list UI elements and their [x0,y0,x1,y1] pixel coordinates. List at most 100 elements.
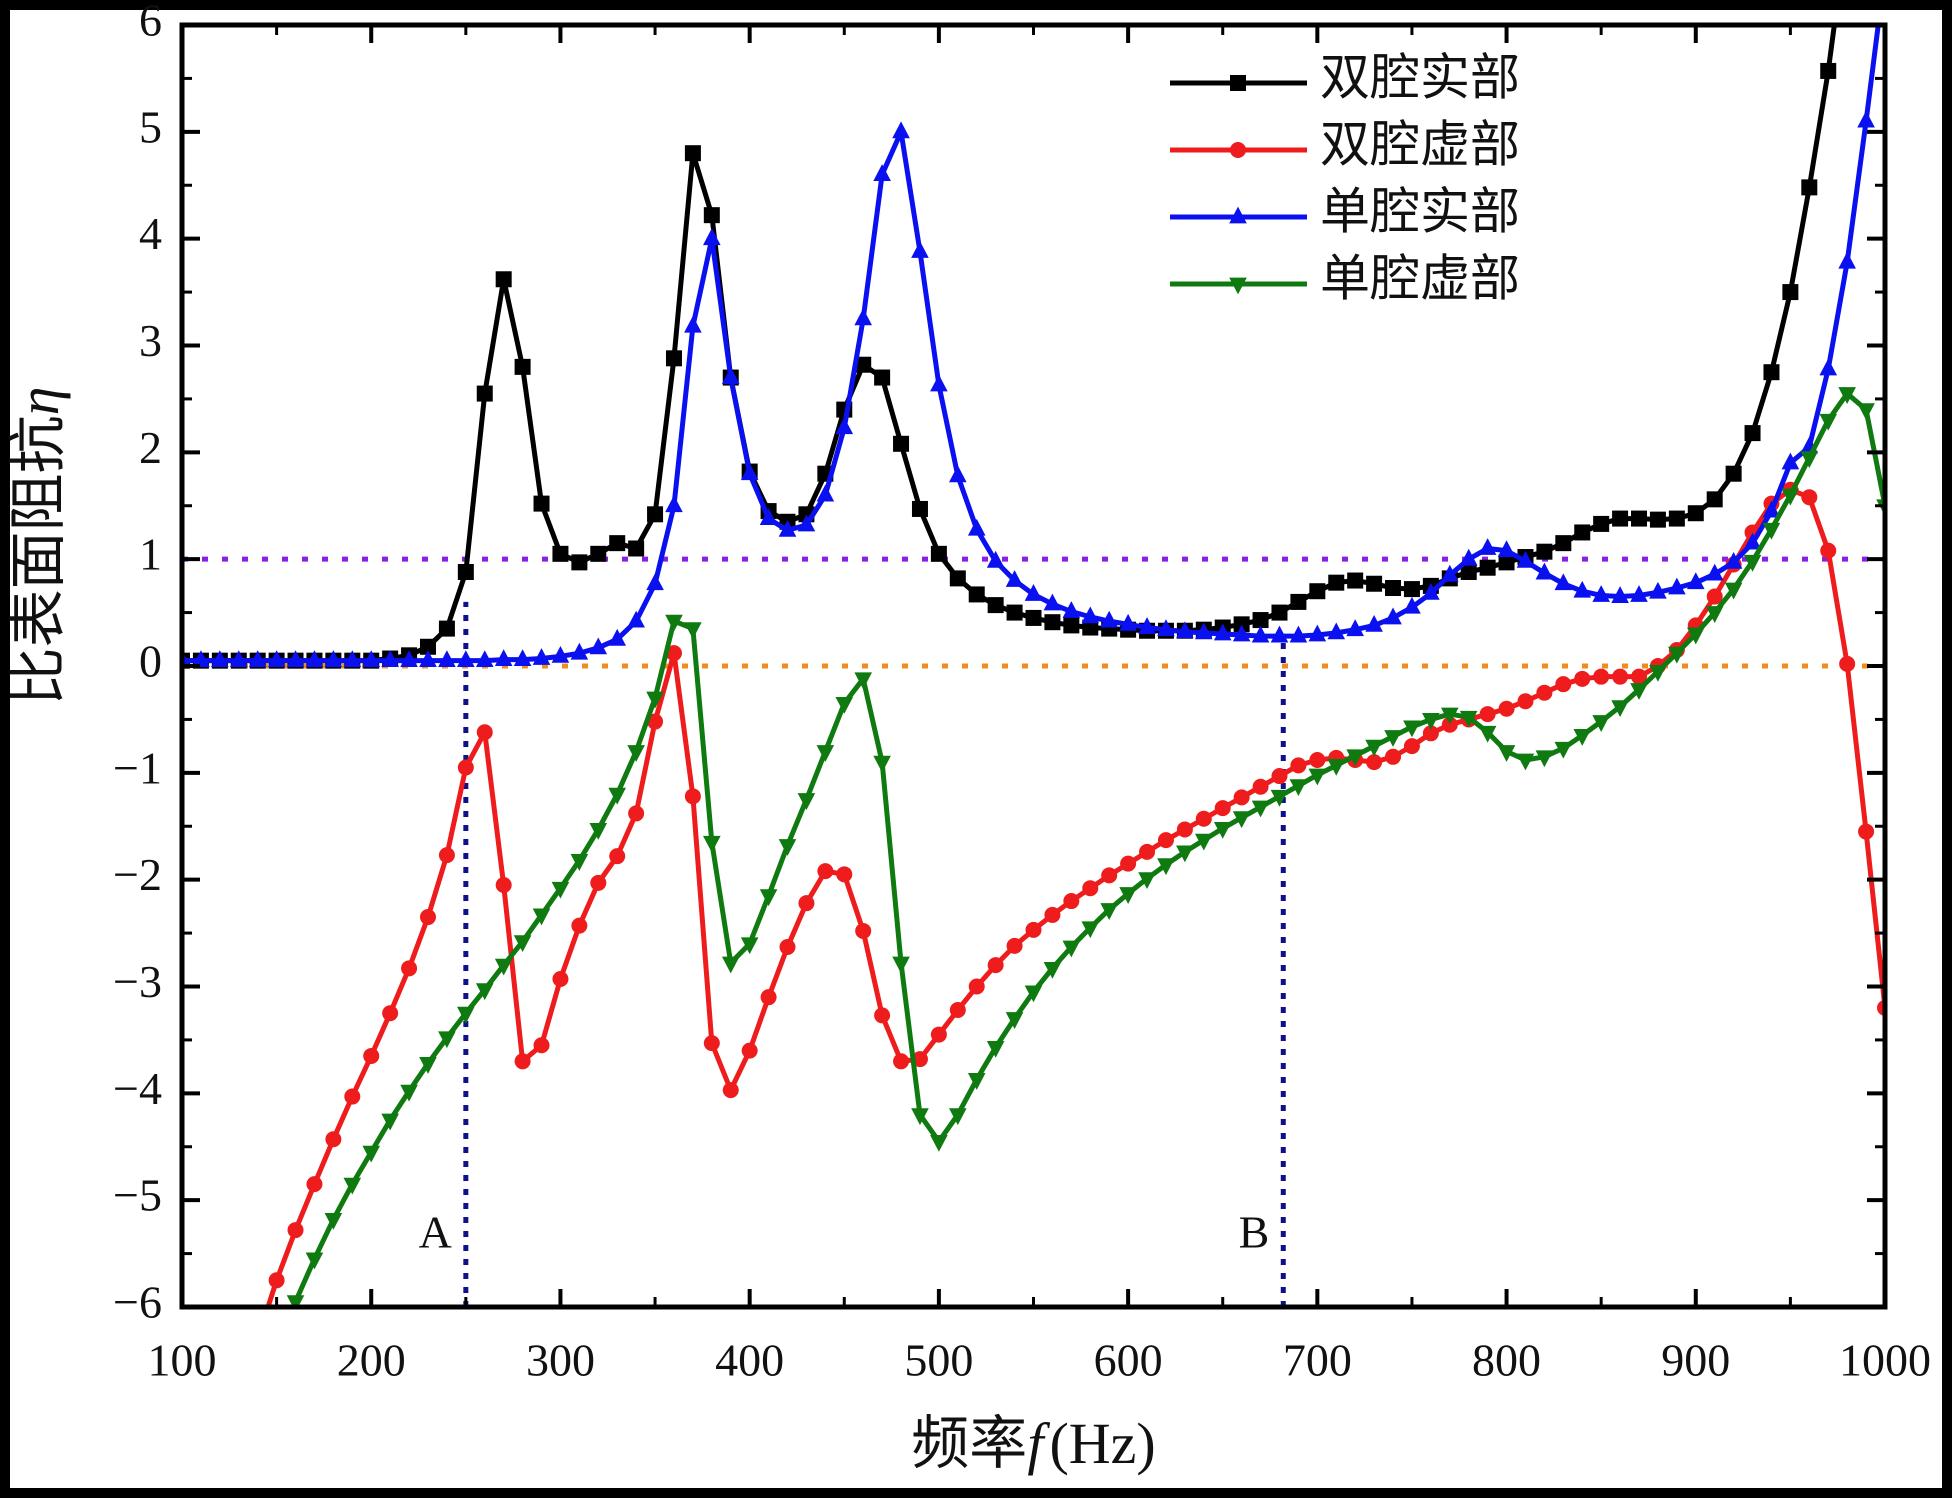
data-marker [1195,810,1212,827]
data-marker [1081,921,1100,939]
y-tick-label: −5 [113,1170,162,1221]
data-marker [1024,985,1043,1003]
data-marker [778,519,797,537]
data-marker [609,535,626,552]
data-marker [628,805,645,822]
legend-label: 双腔虚部 [1320,116,1520,172]
x-tick-label: 600 [1094,1335,1163,1386]
data-marker [835,417,854,435]
y-tick-label: 1 [139,529,162,580]
data-marker [1687,505,1704,522]
data-marker [1724,582,1743,600]
data-marker [703,835,721,853]
data-marker [873,755,891,773]
data-marker [1440,564,1459,582]
data-marker [362,650,381,668]
data-marker [1440,707,1459,725]
data-marker [476,385,493,402]
data-marker [721,367,740,384]
data-marker [967,518,986,536]
data-marker [646,691,664,709]
data-marker [533,495,550,512]
data-marker [1743,532,1762,550]
data-marker [855,356,872,373]
data-marker [1043,961,1062,979]
data-marker [1025,921,1042,938]
data-marker [1384,607,1402,625]
data-marker [1347,572,1364,589]
y-tick-label: −2 [113,849,162,900]
data-marker [495,271,512,288]
data-marker [1195,622,1213,640]
data-marker [1290,757,1307,774]
data-marker [1593,668,1610,685]
data-marker [892,121,910,139]
data-marker [1271,604,1288,621]
data-marker [1062,601,1081,618]
y-label-text: 比表面阻抗 [6,415,71,705]
data-marker [1251,800,1270,818]
data-marker [1327,758,1346,776]
data-marker [1230,142,1246,158]
data-marker [1724,551,1743,569]
data-marker [1820,62,1837,79]
data-marker [665,350,682,367]
data-marker [1422,725,1439,742]
data-marker [628,540,645,557]
data-marker [1229,206,1247,224]
data-marker [1062,940,1081,958]
data-marker [514,358,531,375]
data-marker [1630,683,1648,700]
data-marker [930,374,948,392]
data-marker [1763,364,1780,381]
data-marker [1593,515,1610,532]
data-marker [1213,623,1232,641]
data-marker [1839,655,1856,672]
data-marker [1630,585,1648,602]
marker-label: A [419,1207,452,1258]
data-marker [382,1005,399,1022]
data-marker [590,545,607,562]
data-marker [1005,1012,1024,1029]
data-marker [589,823,608,840]
data-marker [324,1212,343,1230]
data-marker [381,1113,399,1131]
data-marker [1005,570,1024,587]
data-marker [1574,524,1591,541]
data-marker [1631,510,1648,527]
data-marker [1516,753,1535,771]
data-marker [1479,706,1496,723]
data-marker [1365,739,1383,757]
data-marker [1554,573,1573,591]
data-marker [968,586,985,603]
data-marker [1082,880,1099,897]
data-marker [1213,821,1232,839]
data-marker [532,648,551,665]
legend-label: 双腔实部 [1320,49,1520,105]
data-marker [1309,752,1326,769]
data-marker [1403,581,1420,598]
data-marker [911,500,928,517]
data-marker [344,1088,361,1105]
data-marker [1820,542,1837,559]
data-marker [1479,559,1496,576]
data-marker [532,908,551,926]
data-marker [684,788,701,805]
data-marker [419,650,437,668]
data-marker [1120,855,1137,872]
data-marker [400,650,418,668]
data-marker [854,672,872,690]
data-marker [1838,251,1856,269]
data-marker [248,650,267,668]
data-marker [1365,615,1383,632]
data-marker [286,1295,305,1307]
data-marker [1686,572,1705,590]
data-marker [1441,716,1458,733]
data-marker [1195,833,1213,851]
data-marker [211,650,229,668]
data-marker [475,983,494,1001]
data-marker [1781,452,1800,470]
data-marker [949,465,967,483]
data-marker [192,650,210,668]
